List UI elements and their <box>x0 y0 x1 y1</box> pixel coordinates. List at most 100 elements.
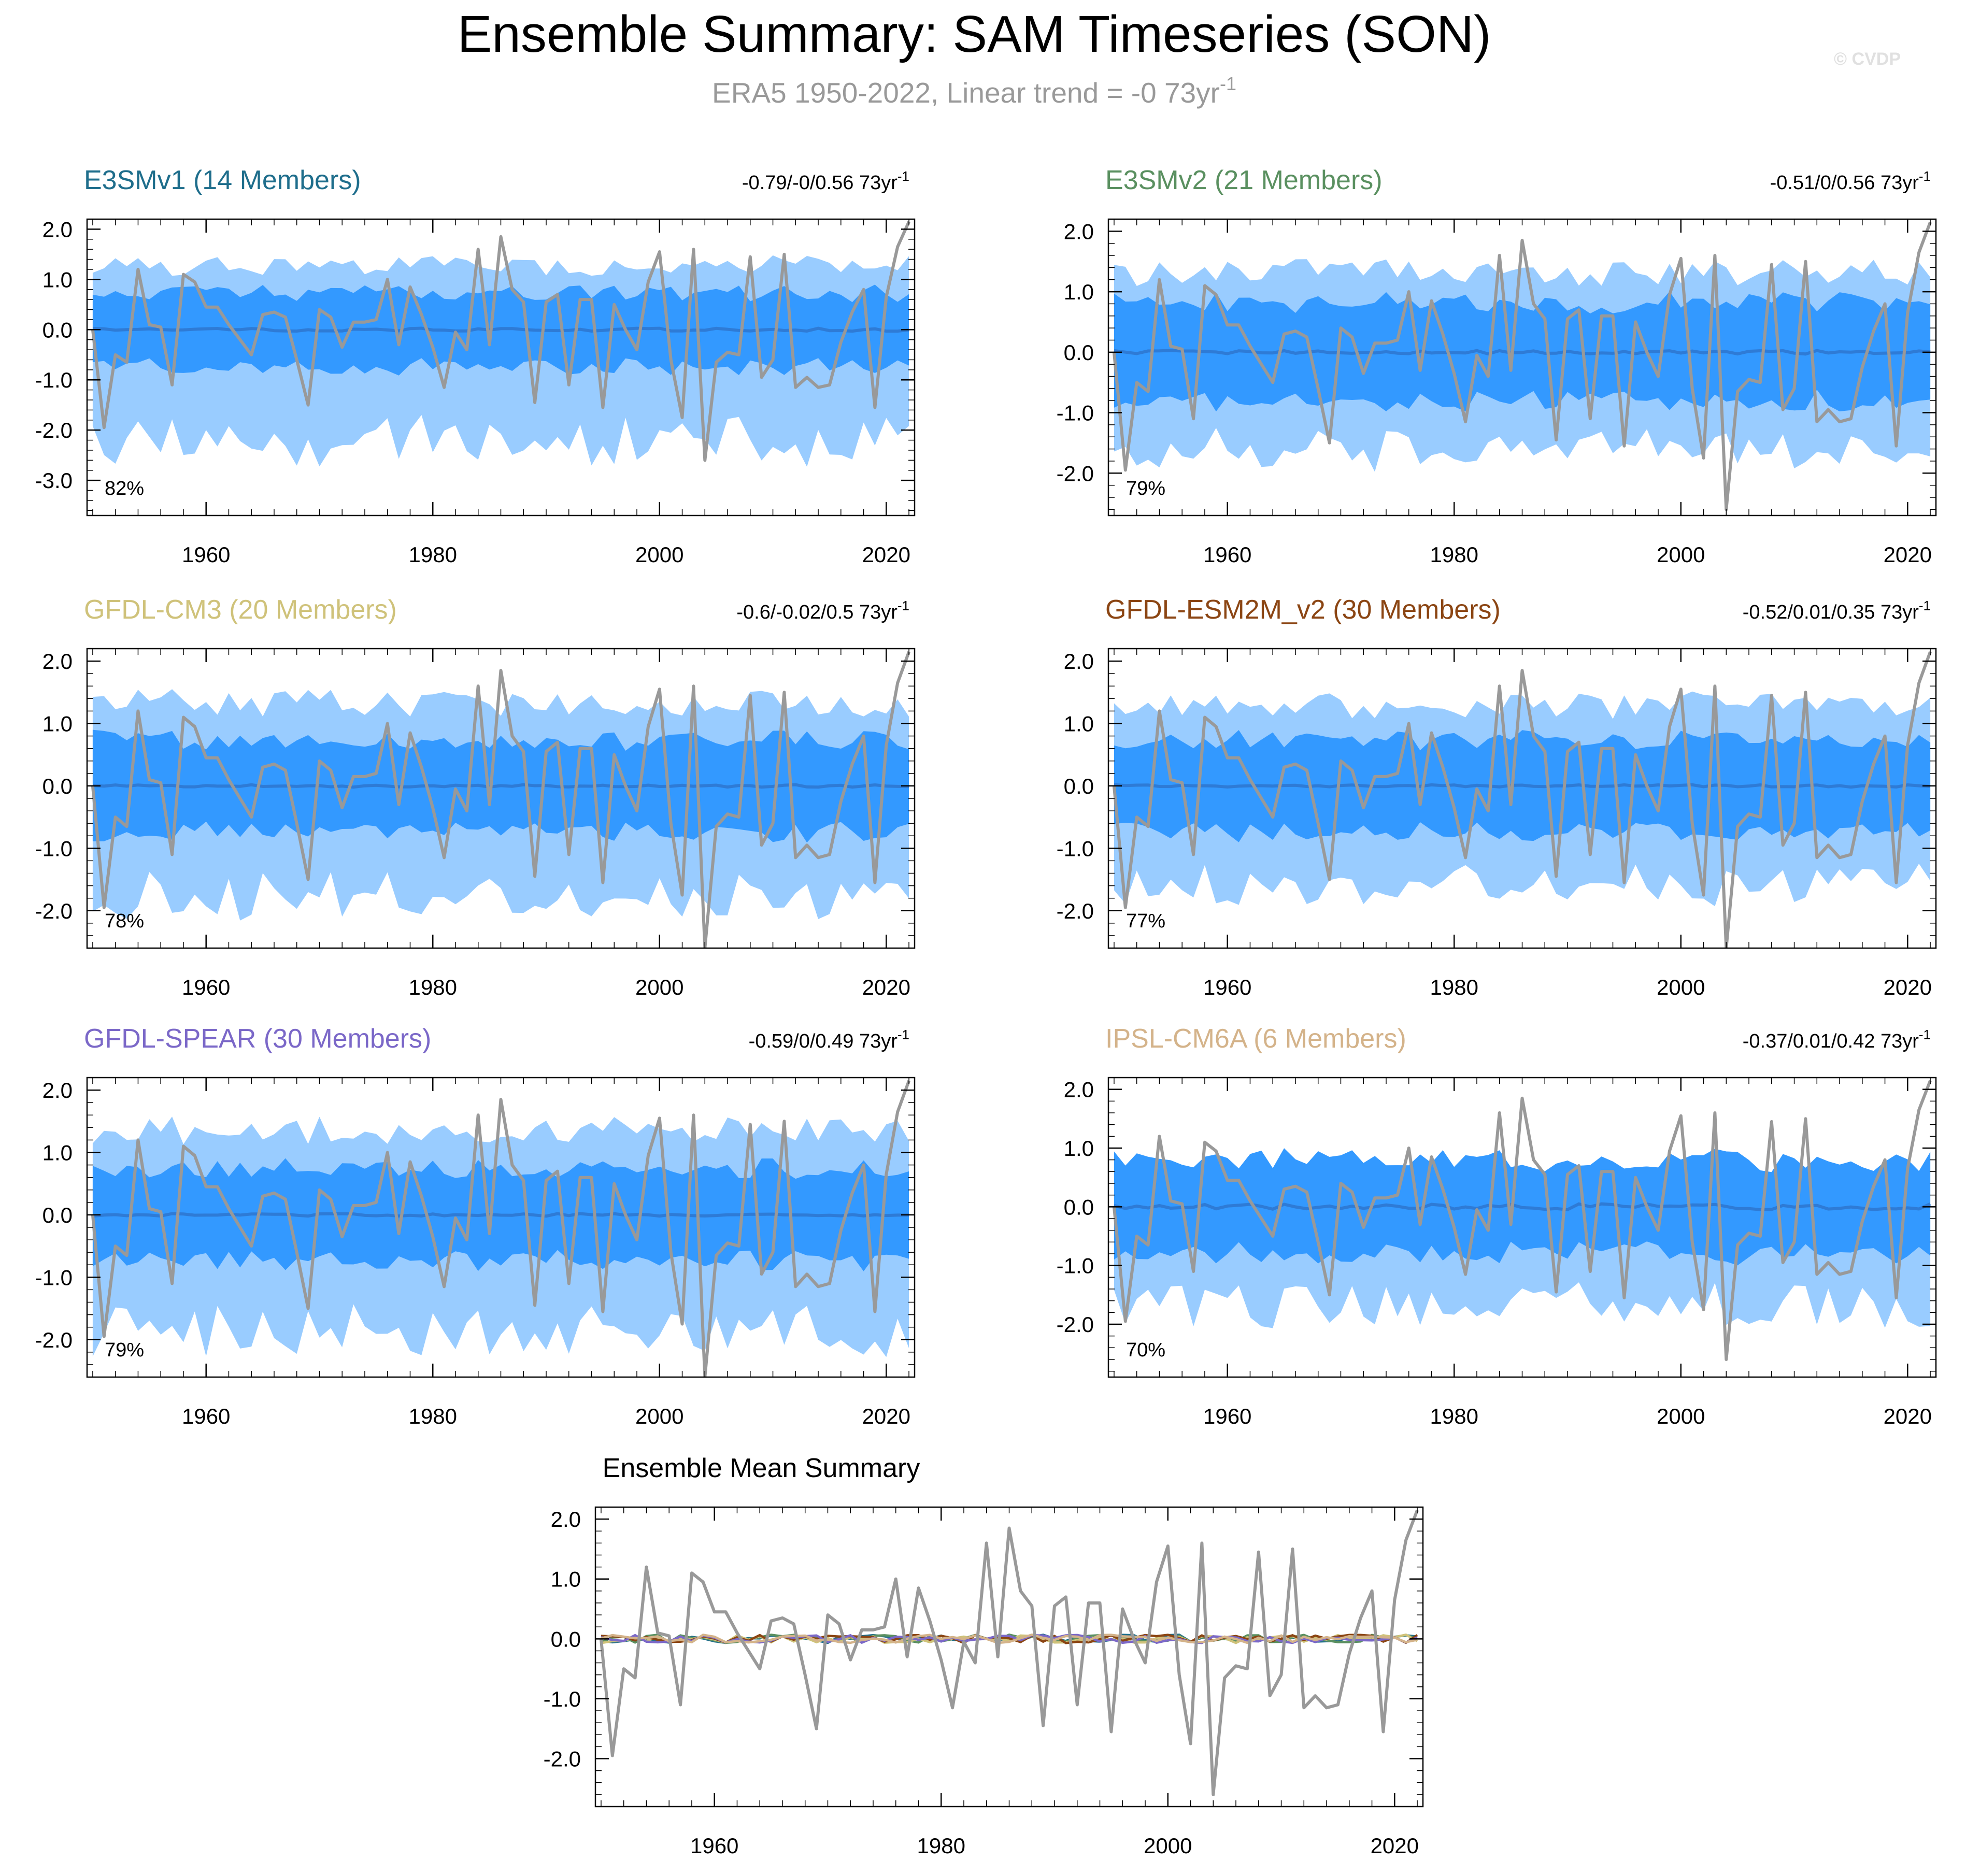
y-tick-label: -1.0 <box>35 836 73 861</box>
trend-range-superscript: -1 <box>897 168 909 184</box>
x-tick-label: 2020 <box>1884 1404 1932 1428</box>
x-tick-label: 1980 <box>1430 1404 1478 1428</box>
x-tick-label: 2000 <box>1657 542 1705 567</box>
x-tick-label: 2020 <box>862 542 910 567</box>
percent-label: 79% <box>105 1339 144 1361</box>
y-tick-label: -2.0 <box>35 899 73 923</box>
chart-panel-3: 2.0 1.0 0.0 -1.0 -2.0 1960 1980 2000 2020 GFDL-CM… <box>35 595 916 999</box>
x-tick-label: 2020 <box>1884 975 1932 999</box>
y-tick-label: 0.0 <box>1064 1195 1094 1219</box>
panels-group: 2.0 1.0 0.0 -1.0 -2.0 -3.0 1960 1980 2000 2020 E3S… <box>35 165 1937 1858</box>
observed-era5-line <box>599 1509 1419 1796</box>
percent-label: 70% <box>1126 1339 1165 1361</box>
panel-title: GFDL-ESM2M_v2 (30 Members) <box>1105 595 1501 625</box>
y-tick-label: -2.0 <box>1057 1312 1094 1337</box>
trend-range-text: -0.59/0/0.49 73yr <box>749 1030 898 1052</box>
y-tick-label: -2.0 <box>35 1328 73 1352</box>
ensemble-mean-line <box>92 1212 909 1218</box>
trend-range-superscript: -1 <box>897 598 909 613</box>
y-tick-label: 1.0 <box>551 1567 581 1592</box>
y-tick-label: -2.0 <box>544 1747 581 1771</box>
chart-panel-5: 2.0 1.0 0.0 -1.0 -2.0 1960 1980 2000 2020 GFDL-SP… <box>35 1024 916 1428</box>
x-tick-label: 1980 <box>409 1404 457 1428</box>
trend-range-label: -0.6/-0.02/0.5 73yr-1 <box>736 598 909 623</box>
x-tick-label: 2000 <box>1657 975 1705 999</box>
y-tick-label: -2.0 <box>1057 899 1094 923</box>
y-tick-label: -1.0 <box>1057 401 1094 425</box>
plot-area <box>1112 651 1932 948</box>
model-ensemble-mean-line-6 <box>601 1633 1418 1644</box>
x-tick-label: 2000 <box>1657 1404 1705 1428</box>
trend-range-label: -0.52/0.01/0.35 73yr-1 <box>1743 598 1931 623</box>
x-tick-label: 1980 <box>409 542 457 567</box>
y-tick-label: 0.0 <box>42 1203 73 1227</box>
trend-range-superscript: -1 <box>897 1027 909 1042</box>
y-tick-label: -1.0 <box>35 1265 73 1290</box>
panel-title: GFDL-SPEAR (30 Members) <box>84 1024 431 1054</box>
x-tick-label: 2020 <box>862 1404 910 1428</box>
trend-range-label: -0.79/-0/0.56 73yr-1 <box>742 168 909 194</box>
x-tick-label: 2020 <box>1371 1834 1419 1858</box>
plot-area <box>1112 221 1932 511</box>
x-tick-label: 2000 <box>635 1404 683 1428</box>
ensemble-mean-line <box>1114 783 1931 789</box>
y-tick-label: -1.0 <box>544 1687 581 1711</box>
plot-area <box>91 221 910 467</box>
panel-title: Ensemble Mean Summary <box>603 1453 920 1483</box>
observed-era5-line <box>1112 1080 1932 1361</box>
plot-area <box>599 1509 1419 1796</box>
percent-label: 78% <box>105 910 144 932</box>
watermark: © CVDP <box>1834 49 1901 69</box>
y-tick-label: 1.0 <box>1064 712 1094 736</box>
panel-title: E3SMv2 (21 Members) <box>1105 165 1383 195</box>
trend-range-superscript: -1 <box>1919 168 1931 184</box>
chart-panel-6: 2.0 1.0 0.0 -1.0 -2.0 1960 1980 2000 2020 IPSL-CM… <box>1057 1024 1937 1428</box>
x-tick-label: 2000 <box>635 975 683 999</box>
model-ensemble-mean-line-4 <box>601 1634 1418 1644</box>
y-tick-label: 2.0 <box>1064 649 1094 674</box>
y-tick-label: -2.0 <box>1057 461 1094 485</box>
y-tick-label: 1.0 <box>42 1141 73 1165</box>
x-tick-label: 2000 <box>635 542 683 567</box>
trend-range-superscript: -1 <box>1919 1027 1931 1042</box>
x-tick-label: 1960 <box>1203 542 1251 567</box>
panel-title: E3SMv1 (14 Members) <box>84 165 361 195</box>
chart-panel-7: 2.0 1.0 0.0 -1.0 -2.0 1960 1980 2000 2020 Ensembl… <box>544 1453 1424 1858</box>
percent-label: 79% <box>1126 478 1165 499</box>
figure-subtitle: ERA5 1950-2022, Linear trend = -0 73yr-1 <box>712 73 1236 109</box>
trend-range-label: -0.51/0/0.56 73yr-1 <box>1770 168 1931 194</box>
subtitle-text: ERA5 1950-2022, Linear trend = -0 73yr <box>712 77 1220 109</box>
ensemble-mean-line <box>92 783 909 789</box>
y-tick-label: -1.0 <box>35 368 73 392</box>
x-tick-label: 1960 <box>182 1404 230 1428</box>
x-tick-label: 2020 <box>1884 542 1932 567</box>
trend-range-text: -0.79/-0/0.56 73yr <box>742 172 897 194</box>
figure-title: Ensemble Summary: SAM Timeseries (SON) <box>458 5 1491 63</box>
y-tick-label: 2.0 <box>42 217 73 241</box>
trend-range-text: -0.52/0.01/0.35 73yr <box>1743 602 1919 623</box>
x-tick-label: 1960 <box>182 542 230 567</box>
trend-range-text: -0.51/0/0.56 73yr <box>1770 172 1919 194</box>
y-tick-label: 1.0 <box>42 267 73 292</box>
plot-area <box>91 1080 910 1377</box>
trend-range-superscript: -1 <box>1919 598 1931 613</box>
model-ensemble-mean-line-5 <box>601 1634 1418 1644</box>
x-tick-label: 1960 <box>690 1834 738 1858</box>
percent-label: 77% <box>1126 910 1165 932</box>
observed-era5-line <box>1112 651 1932 948</box>
x-tick-label: 1980 <box>1430 975 1478 999</box>
observed-era5-line <box>91 221 910 462</box>
chart-panel-4: 2.0 1.0 0.0 -1.0 -2.0 1960 1980 2000 2020 GFDL-ES… <box>1057 595 1937 999</box>
observed-era5-line <box>91 1080 910 1377</box>
observed-era5-line <box>91 651 910 948</box>
y-tick-label: -2.0 <box>35 418 73 442</box>
y-tick-label: -3.0 <box>35 468 73 493</box>
y-tick-label: 2.0 <box>42 649 73 674</box>
y-tick-label: 0.0 <box>42 774 73 798</box>
y-tick-label: 1.0 <box>42 712 73 736</box>
trend-range-label: -0.37/0.01/0.42 73yr-1 <box>1743 1027 1931 1052</box>
y-tick-label: 2.0 <box>1064 219 1094 244</box>
x-tick-label: 1980 <box>917 1834 965 1858</box>
trend-range-text: -0.37/0.01/0.42 73yr <box>1743 1030 1919 1052</box>
x-tick-label: 1980 <box>1430 542 1478 567</box>
